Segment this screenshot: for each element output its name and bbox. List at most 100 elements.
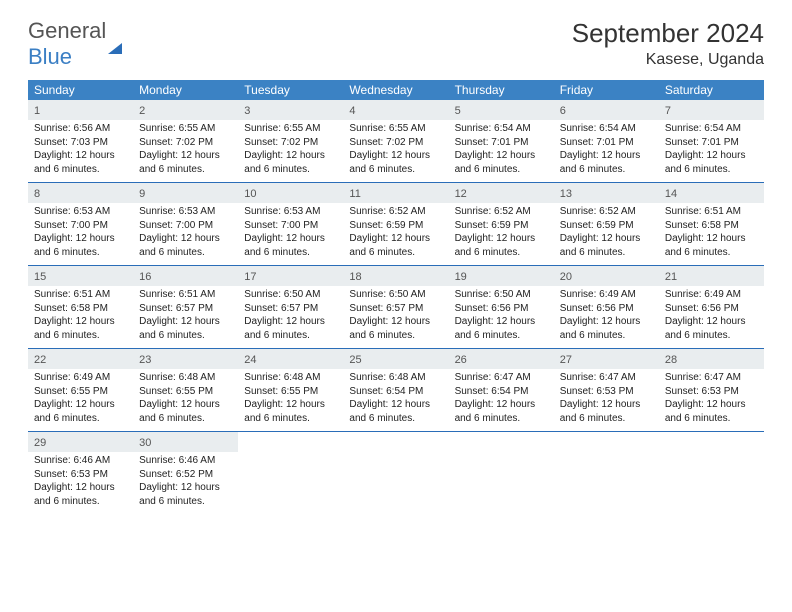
sunrise-line: Sunrise: 6:53 AM	[139, 205, 232, 219]
day-number-row: 8	[28, 183, 133, 203]
day-cell	[554, 432, 659, 514]
daylight-line: Daylight: 12 hours and 6 minutes.	[139, 315, 232, 342]
day-number-row: 13	[554, 183, 659, 203]
day-cell: 27Sunrise: 6:47 AMSunset: 6:53 PMDayligh…	[554, 349, 659, 431]
day-number-row: 1	[28, 100, 133, 120]
day-number: 21	[665, 271, 677, 283]
day-cell: 28Sunrise: 6:47 AMSunset: 6:53 PMDayligh…	[659, 349, 764, 431]
sunset-line: Sunset: 6:59 PM	[349, 219, 442, 233]
sunrise-line: Sunrise: 6:51 AM	[139, 288, 232, 302]
day-number-row: 26	[449, 349, 554, 369]
day-number: 1	[34, 105, 40, 117]
day-number-row: 23	[133, 349, 238, 369]
day-cell: 20Sunrise: 6:49 AMSunset: 6:56 PMDayligh…	[554, 266, 659, 348]
week-row: 15Sunrise: 6:51 AMSunset: 6:58 PMDayligh…	[28, 265, 764, 348]
weekday-header: Saturday	[659, 80, 764, 100]
sunrise-line: Sunrise: 6:50 AM	[244, 288, 337, 302]
day-number: 26	[455, 354, 467, 366]
daylight-line: Daylight: 12 hours and 6 minutes.	[455, 315, 548, 342]
day-cell: 12Sunrise: 6:52 AMSunset: 6:59 PMDayligh…	[449, 183, 554, 265]
day-cell: 6Sunrise: 6:54 AMSunset: 7:01 PMDaylight…	[554, 100, 659, 182]
sunset-line: Sunset: 7:03 PM	[34, 136, 127, 150]
day-number-row: 20	[554, 266, 659, 286]
daylight-line: Daylight: 12 hours and 6 minutes.	[560, 398, 653, 425]
day-number: 10	[244, 188, 256, 200]
day-number: 23	[139, 354, 151, 366]
sunrise-line: Sunrise: 6:51 AM	[34, 288, 127, 302]
calendar: SundayMondayTuesdayWednesdayThursdayFrid…	[28, 80, 764, 514]
day-cell: 1Sunrise: 6:56 AMSunset: 7:03 PMDaylight…	[28, 100, 133, 182]
sunset-line: Sunset: 6:52 PM	[139, 468, 232, 482]
sunrise-line: Sunrise: 6:51 AM	[665, 205, 758, 219]
day-number-row: 29	[28, 432, 133, 452]
day-number-row: 30	[133, 432, 238, 452]
weekday-header: Sunday	[28, 80, 133, 100]
day-number: 17	[244, 271, 256, 283]
day-number-row: 27	[554, 349, 659, 369]
day-number: 28	[665, 354, 677, 366]
day-cell	[343, 432, 448, 514]
day-cell: 8Sunrise: 6:53 AMSunset: 7:00 PMDaylight…	[28, 183, 133, 265]
sunset-line: Sunset: 7:01 PM	[665, 136, 758, 150]
sunset-line: Sunset: 6:58 PM	[665, 219, 758, 233]
daylight-line: Daylight: 12 hours and 6 minutes.	[139, 149, 232, 176]
sunset-line: Sunset: 6:53 PM	[34, 468, 127, 482]
day-number-row: 17	[238, 266, 343, 286]
day-cell: 30Sunrise: 6:46 AMSunset: 6:52 PMDayligh…	[133, 432, 238, 514]
day-number: 27	[560, 354, 572, 366]
daylight-line: Daylight: 12 hours and 6 minutes.	[665, 232, 758, 259]
day-number-row: 2	[133, 100, 238, 120]
sunrise-line: Sunrise: 6:54 AM	[665, 122, 758, 136]
day-number-row: 3	[238, 100, 343, 120]
sunrise-line: Sunrise: 6:48 AM	[244, 371, 337, 385]
sunset-line: Sunset: 7:02 PM	[139, 136, 232, 150]
sunrise-line: Sunrise: 6:53 AM	[34, 205, 127, 219]
day-number-row: 28	[659, 349, 764, 369]
day-number: 18	[349, 271, 361, 283]
day-cell	[449, 432, 554, 514]
sunset-line: Sunset: 6:59 PM	[455, 219, 548, 233]
logo-triangle-icon	[108, 18, 122, 54]
day-number: 13	[560, 188, 572, 200]
day-number: 19	[455, 271, 467, 283]
sunrise-line: Sunrise: 6:55 AM	[139, 122, 232, 136]
daylight-line: Daylight: 12 hours and 6 minutes.	[34, 398, 127, 425]
sunset-line: Sunset: 6:55 PM	[139, 385, 232, 399]
daylight-line: Daylight: 12 hours and 6 minutes.	[665, 315, 758, 342]
sunrise-line: Sunrise: 6:52 AM	[455, 205, 548, 219]
sunrise-line: Sunrise: 6:46 AM	[139, 454, 232, 468]
week-row: 29 Sunrise: 6:46 AM Sunset: 6:53 PMDayligh…	[28, 431, 764, 514]
day-number-row: 25	[343, 349, 448, 369]
daylight-line: Daylight: 12 hours and 6 minutes.	[560, 232, 653, 259]
title-block: September 2024 Kasese, Uganda	[572, 18, 764, 69]
daylight-line: Daylight: 12 hours and 6 minutes.	[349, 398, 442, 425]
sunrise-line: Sunrise: 6:47 AM	[665, 371, 758, 385]
sunrise-line: Sunrise: 6:49 AM	[34, 371, 127, 385]
sunset-line: Sunset: 6:59 PM	[560, 219, 653, 233]
day-number: 22	[34, 354, 46, 366]
sunset-line: Sunset: 6:56 PM	[455, 302, 548, 316]
day-number: 29	[34, 437, 46, 449]
sunset-line: Sunset: 6:57 PM	[139, 302, 232, 316]
day-number-row: 24	[238, 349, 343, 369]
day-cell: 13Sunrise: 6:52 AMSunset: 6:59 PMDayligh…	[554, 183, 659, 265]
sunrise-line: Sunrise: 6:50 AM	[349, 288, 442, 302]
daylight-line: Daylight: 12 hours and 6 minutes.	[455, 398, 548, 425]
weekday-header: Thursday	[449, 80, 554, 100]
daylight-line: Daylight: 12 hours and 6 minutes.	[34, 481, 127, 508]
week-row: 22 Sunrise: 6:49 AM Sunset: 6:55 PM Dayligh…	[28, 348, 764, 431]
day-cell: 2 Sunrise: 6:55 AMSunset: 7:02 PMDaylight…	[133, 100, 238, 182]
day-number: 2	[139, 105, 145, 117]
day-cell: 22Sunrise: 6:49 AMSunset: 6:55 PMDayligh…	[28, 349, 133, 431]
sunset-line: Sunset: 7:00 PM	[34, 219, 127, 233]
day-cell: 26Sunrise: 6:47 AMSunset: 6:54 PMDayligh…	[449, 349, 554, 431]
logo-text: General Blue	[28, 18, 122, 70]
day-cell: 29Sunrise: 6:46 AMSunset: 6:53 PMDayligh…	[28, 432, 133, 514]
sunrise-line: Sunrise: 6:50 AM	[455, 288, 548, 302]
daylight-line: Daylight: 12 hours and 6 minutes.	[244, 398, 337, 425]
month-title: September 2024	[572, 18, 764, 49]
day-cell: 15Sunrise: 6:51 AMSunset: 6:58 PMDayligh…	[28, 266, 133, 348]
day-cell: 18Sunrise: 6:50 AMSunset: 6:57 PMDayligh…	[343, 266, 448, 348]
sunset-line: Sunset: 6:54 PM	[455, 385, 548, 399]
day-cell: 21Sunrise: 6:49 AMSunset: 6:56 PMDayligh…	[659, 266, 764, 348]
